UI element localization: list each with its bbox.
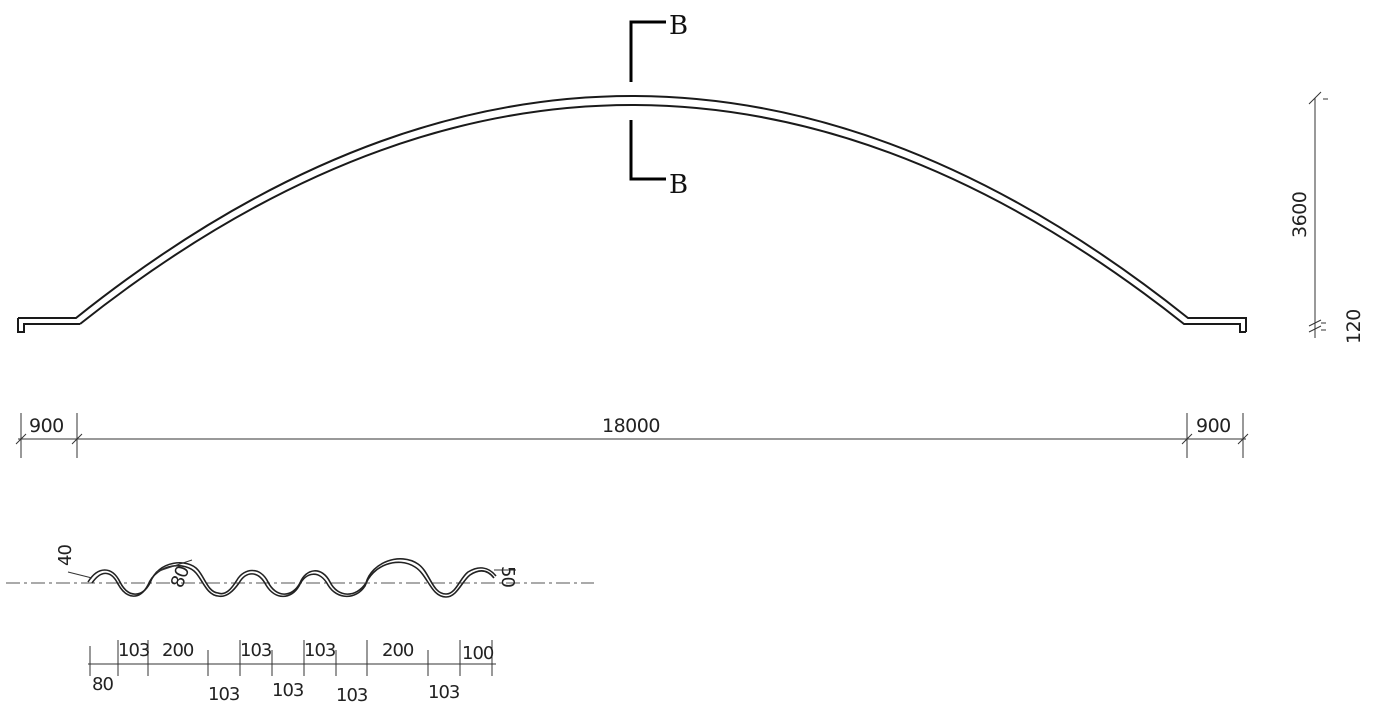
- profile-wave-outer: [87, 558, 497, 595]
- profile-annotation-left: 40: [55, 545, 76, 566]
- profile-dim-top-5: 200: [382, 640, 414, 661]
- rise-tick-mid: [1308, 319, 1322, 327]
- corrugated-profile: 40 80 50: [6, 545, 594, 598]
- arch-elevation: [17, 95, 1247, 333]
- section-label-bottom: B: [669, 170, 688, 200]
- section-cut-marker: B B: [629, 11, 688, 200]
- horizontal-dimension: 900 18000 900: [15, 413, 1249, 458]
- dim-tick-4: [1237, 433, 1249, 445]
- left-overhang-label: 900: [29, 415, 64, 437]
- profile-wave-inner: [91, 561, 495, 598]
- span-label: 18000: [602, 415, 660, 437]
- section-label-top: B: [669, 11, 688, 41]
- dim-tick-3: [1181, 433, 1193, 445]
- right-overhang-label: 900: [1196, 415, 1231, 437]
- dim-tick-1: [15, 433, 27, 445]
- arch-outer-line: [18, 95, 1247, 332]
- profile-dim-bottom-2: 103: [208, 684, 240, 705]
- section-cut-bottom-line: [629, 120, 666, 181]
- profile-dim-top-2: 200: [162, 640, 194, 661]
- rise-dimension-label: 3600: [1289, 192, 1311, 238]
- vertical-dimension: 3600 120: [1289, 91, 1365, 344]
- profile-dim-bottom-4: 103: [336, 685, 368, 706]
- arch-left-base: [17, 318, 80, 333]
- profile-dim-top-4: 103: [304, 640, 336, 661]
- profile-dimension-chain: 103 200 103 103 200 100 80 103 103 103 1…: [88, 640, 496, 706]
- profile-annotation-leader-left: [67, 571, 93, 579]
- section-cut-top-line: [629, 20, 666, 82]
- profile-annotation-right: 50: [497, 566, 518, 587]
- profile-annotation-radius-arc: [155, 559, 193, 573]
- profile-dim-bottom-1: 80: [92, 674, 113, 695]
- rise-tick-bottom: [1308, 325, 1322, 333]
- profile-dim-top-6: 100: [462, 643, 494, 664]
- profile-dim-bottom-5: 103: [428, 682, 460, 703]
- profile-dim-top-3: 103: [240, 640, 272, 661]
- dim-tick-2: [71, 433, 83, 445]
- base-height-label: 120: [1343, 309, 1365, 344]
- rise-tick-top: [1308, 91, 1322, 105]
- arch-inner-line: [79, 104, 1246, 333]
- profile-dim-bottom-3: 103: [272, 680, 304, 701]
- profile-dim-top-1: 103: [118, 640, 150, 661]
